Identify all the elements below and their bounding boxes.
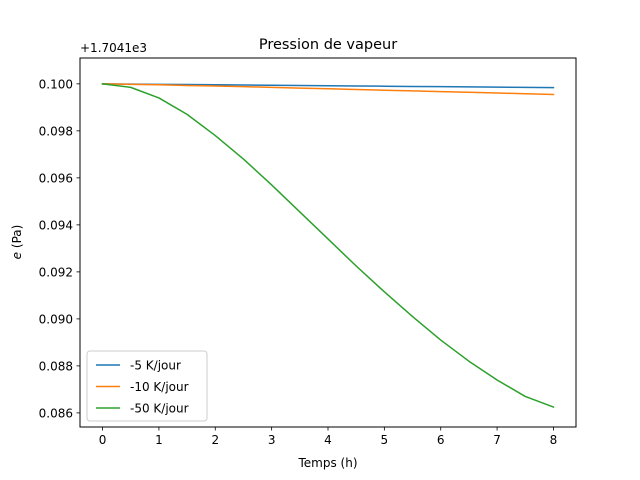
- series-layer: [101, 83, 555, 408]
- x-tick-label: 7: [493, 433, 501, 447]
- x-tick-label: 5: [381, 433, 389, 447]
- y-axis-label-unit: (Pa): [10, 225, 24, 252]
- y-tick-label: 0.088: [39, 359, 73, 373]
- legend: -5 K/jour -10 K/jour -50 K/jour: [86, 350, 208, 422]
- x-tick-label: 1: [155, 433, 163, 447]
- x-tick-label: 0: [99, 433, 107, 447]
- legend-label-1: -5 K/jour: [130, 359, 181, 373]
- x-axis-label: Temps (h): [297, 456, 357, 470]
- legend-box: [86, 350, 208, 422]
- y-axis: 0.086 0.088 0.090 0.092 0.094 0.096 0.098 0.100: [39, 77, 80, 420]
- legend-label-2: -10 K/jour: [130, 380, 189, 394]
- series-line-3: [101, 83, 555, 408]
- y-axis-label-variable: e: [10, 252, 24, 259]
- chart-title: Pression de vapeur: [259, 37, 397, 53]
- series-line-1: [101, 83, 555, 89]
- y-tick-label: 0.100: [39, 77, 73, 91]
- series-line-2: [101, 83, 555, 96]
- x-tick-label: 8: [550, 433, 558, 447]
- x-axis: 0 1 2 3 4 5 6 7 8: [99, 427, 558, 447]
- y-axis-label: e (Pa): [10, 225, 24, 260]
- y-tick-label: 0.096: [39, 171, 73, 185]
- x-tick-label: 4: [324, 433, 332, 447]
- y-tick-label: 0.092: [39, 265, 73, 279]
- legend-label-3: -50 K/jour: [130, 402, 189, 416]
- y-offset-label: +1.7041e3: [80, 41, 147, 55]
- x-tick-label: 6: [437, 433, 445, 447]
- x-tick-label: 3: [268, 433, 276, 447]
- y-tick-label: 0.098: [39, 124, 73, 138]
- y-tick-label: 0.094: [39, 218, 73, 232]
- y-tick-label: 0.090: [39, 312, 73, 326]
- y-tick-label: 0.086: [39, 406, 73, 420]
- x-tick-label: 2: [211, 433, 219, 447]
